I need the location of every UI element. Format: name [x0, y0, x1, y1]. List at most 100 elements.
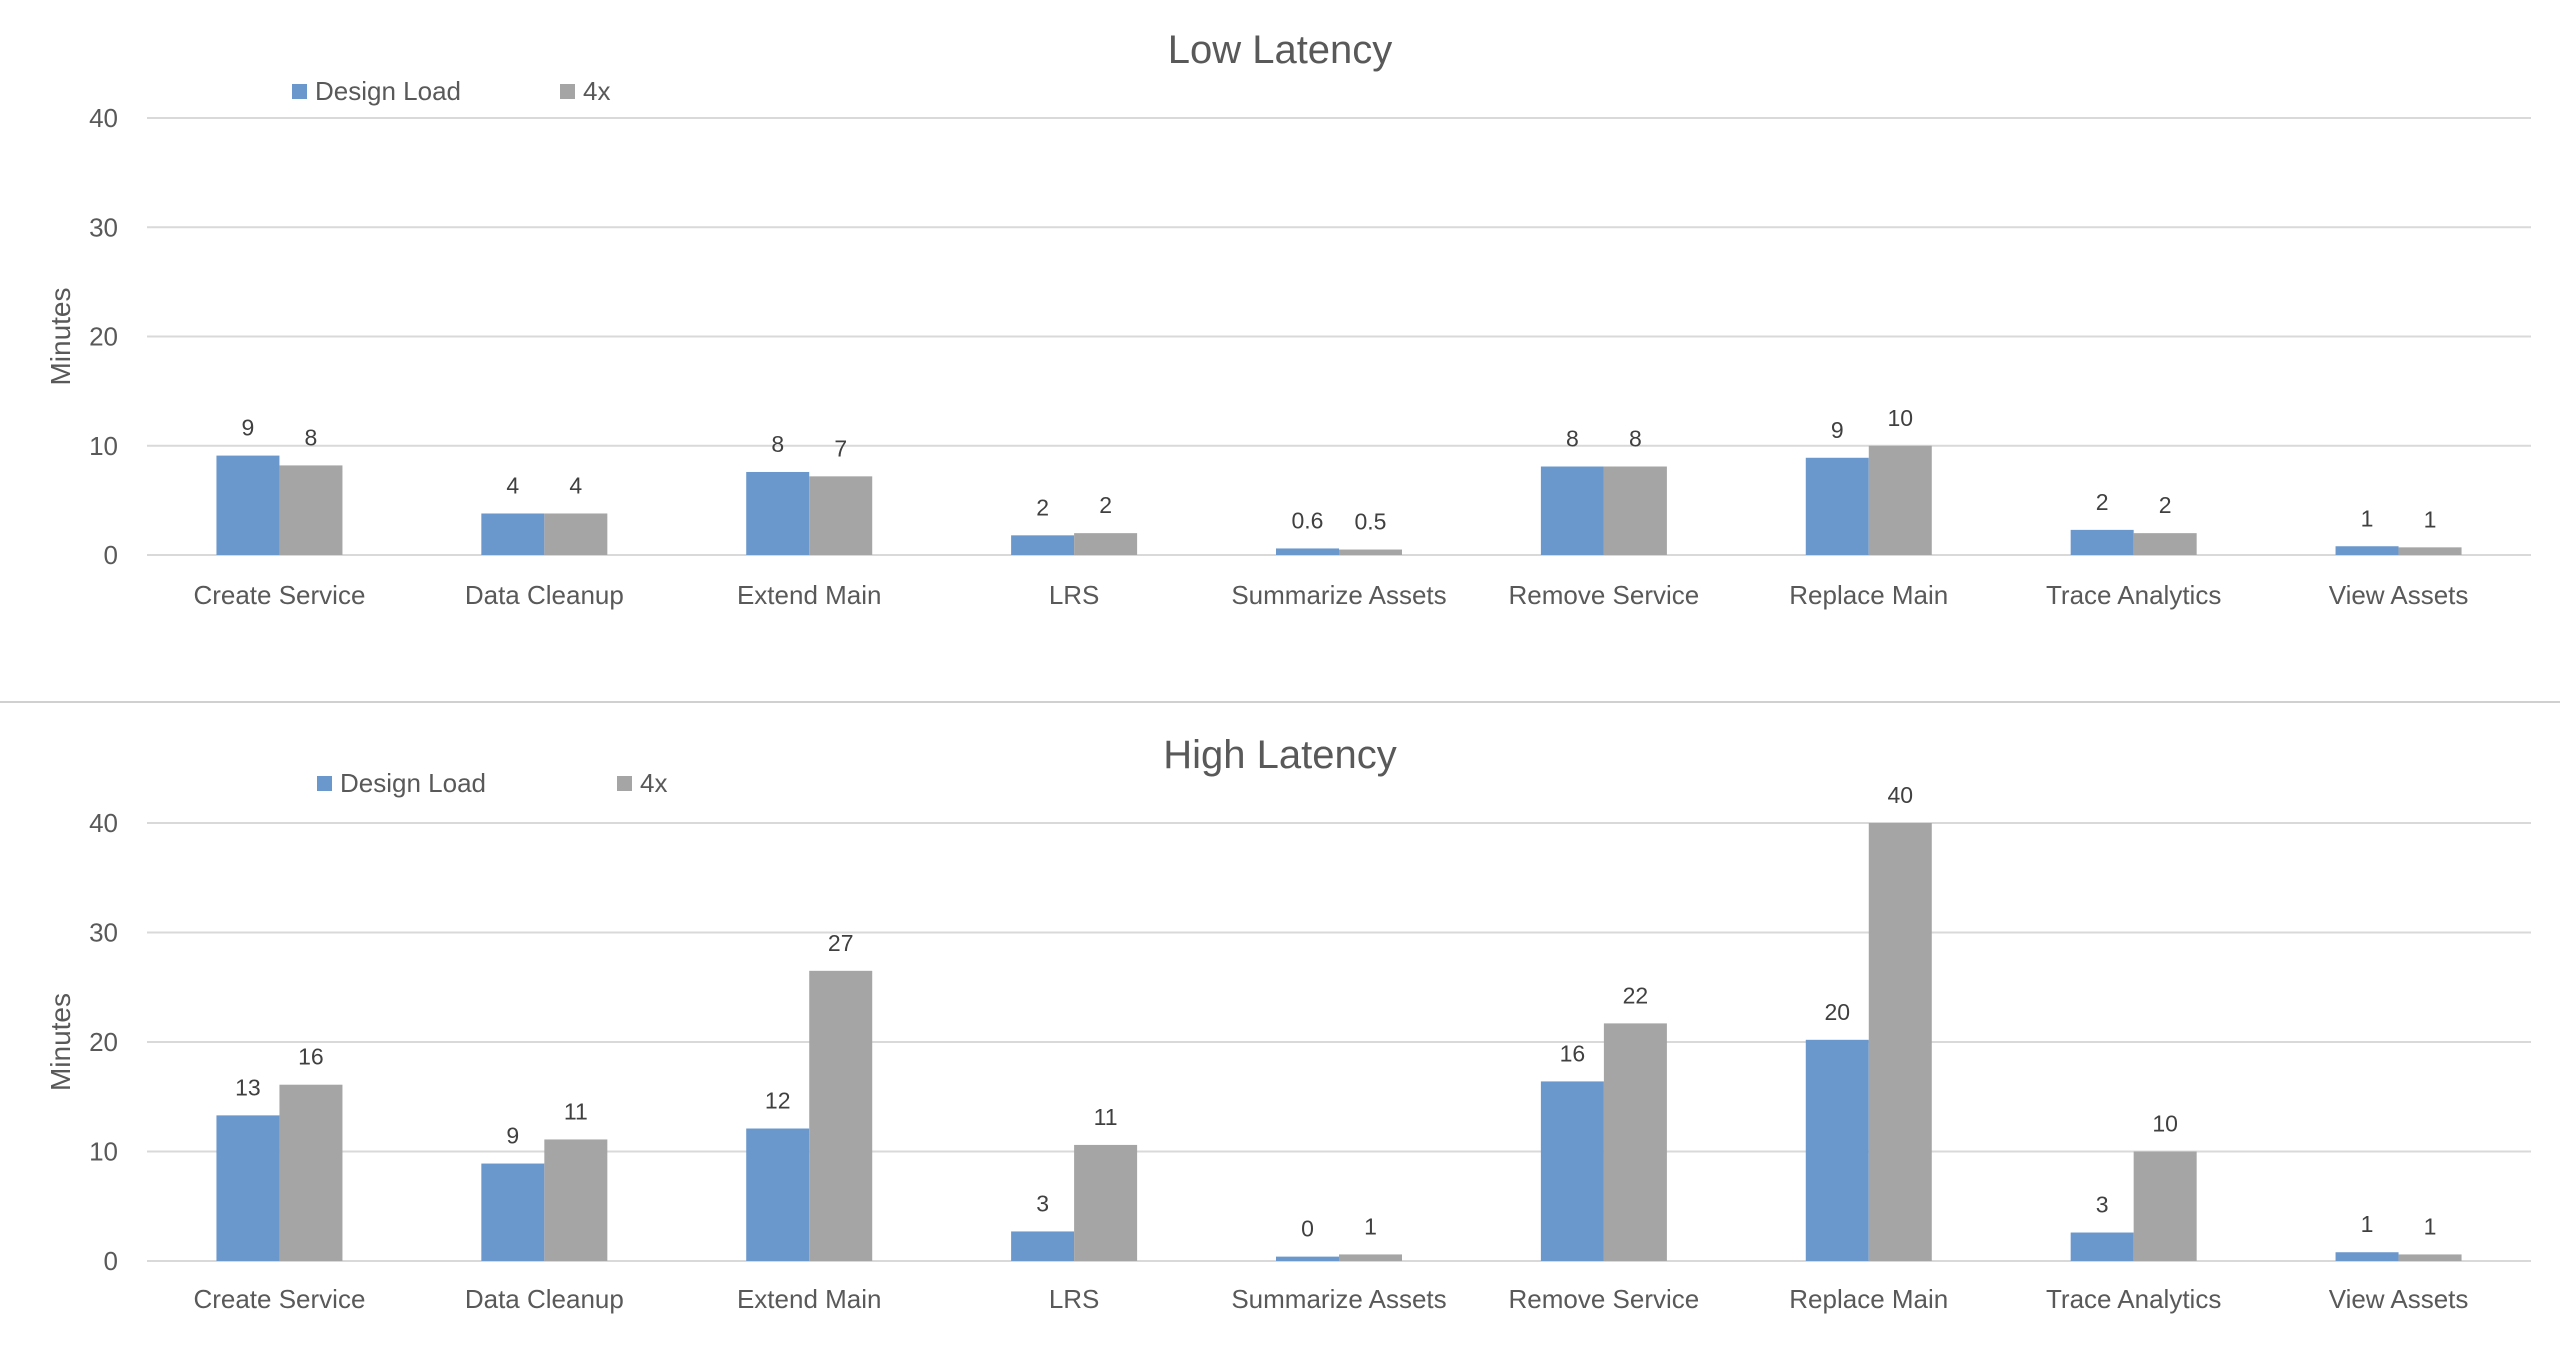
category-label: Trace Analytics: [2046, 580, 2221, 610]
bar: [2398, 1254, 2462, 1261]
data-label: 0.6: [1292, 507, 1324, 533]
bar: [1074, 533, 1138, 555]
bar: [216, 455, 280, 555]
category-label: Trace Analytics: [2046, 1284, 2221, 1314]
data-label: 4: [506, 472, 519, 498]
data-label: 1: [1364, 1213, 1377, 1239]
bar: [1074, 1144, 1138, 1261]
data-label: 10: [2152, 1111, 2178, 1137]
data-label: 2: [1036, 494, 1049, 520]
y-tick-label: 10: [89, 431, 118, 461]
y-tick-label: 30: [89, 212, 118, 242]
category-label: Summarize Assets: [1231, 580, 1446, 610]
legend-label: Design Load: [340, 768, 486, 798]
bar: [1603, 466, 1667, 555]
bar: [2070, 1232, 2134, 1261]
data-label: 1: [2424, 1213, 2437, 1239]
bar: [1868, 823, 1932, 1261]
bar: [1603, 1023, 1667, 1261]
bar: [1805, 457, 1869, 555]
y-tick-label: 40: [89, 103, 118, 133]
y-axis-label: Minutes: [45, 993, 76, 1091]
data-label: 1: [2424, 506, 2437, 532]
bar: [1276, 1256, 1339, 1261]
legend-label: 4x: [583, 76, 610, 106]
data-label: 9: [1831, 417, 1844, 443]
data-label: 3: [1036, 1190, 1049, 1216]
bar: [544, 1139, 608, 1261]
data-label: 8: [1566, 426, 1579, 452]
data-label: 8: [771, 431, 784, 457]
category-label: Replace Main: [1789, 1284, 1948, 1314]
bar: [1868, 445, 1932, 555]
y-tick-label: 20: [89, 322, 118, 352]
y-tick-label: 20: [89, 1027, 118, 1057]
legend-label: Design Load: [315, 76, 461, 106]
data-label: 27: [828, 930, 854, 956]
y-tick-label: 0: [104, 1246, 118, 1276]
bar: [216, 1115, 280, 1261]
data-label: 7: [834, 435, 847, 461]
legend-swatch: [317, 776, 332, 791]
category-label: LRS: [1049, 1284, 1100, 1314]
y-tick-label: 30: [89, 918, 118, 948]
data-label: 1: [2361, 505, 2374, 531]
data-label: 16: [1560, 1040, 1586, 1066]
category-label: Create Service: [193, 580, 365, 610]
data-label: 8: [305, 424, 318, 450]
category-label: Remove Service: [1509, 1284, 1700, 1314]
data-label: 4: [569, 472, 582, 498]
category-label: View Assets: [2329, 1284, 2469, 1314]
bar: [2070, 529, 2134, 555]
legend-swatch: [617, 776, 632, 791]
bar: [481, 1163, 545, 1261]
y-tick-label: 10: [89, 1137, 118, 1167]
bar: [809, 970, 873, 1261]
bar: [1276, 548, 1339, 555]
bar: [1339, 549, 1402, 555]
category-label: Replace Main: [1789, 580, 1948, 610]
chart-title: Low Latency: [1168, 28, 1393, 72]
bar: [544, 513, 608, 555]
data-label: 20: [1824, 999, 1850, 1025]
data-label: 3: [2096, 1192, 2109, 1218]
legend-swatch: [560, 84, 575, 99]
y-axis-label: Minutes: [45, 287, 76, 385]
bar: [1540, 466, 1604, 555]
data-label: 12: [765, 1088, 791, 1114]
y-tick-label: 40: [89, 808, 118, 838]
data-label: 10: [1887, 405, 1913, 431]
category-label: Data Cleanup: [465, 1284, 624, 1314]
category-label: Summarize Assets: [1231, 1284, 1446, 1314]
category-label: View Assets: [2329, 580, 2469, 610]
bar: [746, 1128, 810, 1261]
data-label: 9: [506, 1123, 519, 1149]
bar: [2335, 1252, 2399, 1261]
category-label: Create Service: [193, 1284, 365, 1314]
data-label: 22: [1623, 982, 1649, 1008]
chart-title: High Latency: [1163, 733, 1396, 777]
bar: [1540, 1081, 1604, 1261]
data-label: 1: [2361, 1211, 2374, 1237]
bar: [2398, 547, 2462, 555]
y-tick-label: 0: [104, 540, 118, 570]
bar: [1011, 535, 1075, 555]
data-label: 2: [2159, 492, 2172, 518]
bar: [2335, 546, 2399, 555]
bar: [2133, 533, 2197, 555]
category-label: Remove Service: [1509, 580, 1700, 610]
data-label: 11: [1094, 1104, 1118, 1130]
bar: [1011, 1231, 1075, 1261]
data-label: 11: [564, 1098, 588, 1124]
bar: [279, 1084, 343, 1261]
bar: [1339, 1254, 1402, 1261]
data-label: 13: [235, 1074, 261, 1100]
bar: [1805, 1039, 1869, 1261]
category-label: Extend Main: [737, 1284, 882, 1314]
bar: [746, 471, 810, 555]
data-label: 2: [1099, 492, 1112, 518]
data-label: 0.5: [1355, 509, 1387, 535]
legend-label: 4x: [640, 768, 667, 798]
data-label: 16: [298, 1044, 324, 1070]
category-label: Extend Main: [737, 580, 882, 610]
